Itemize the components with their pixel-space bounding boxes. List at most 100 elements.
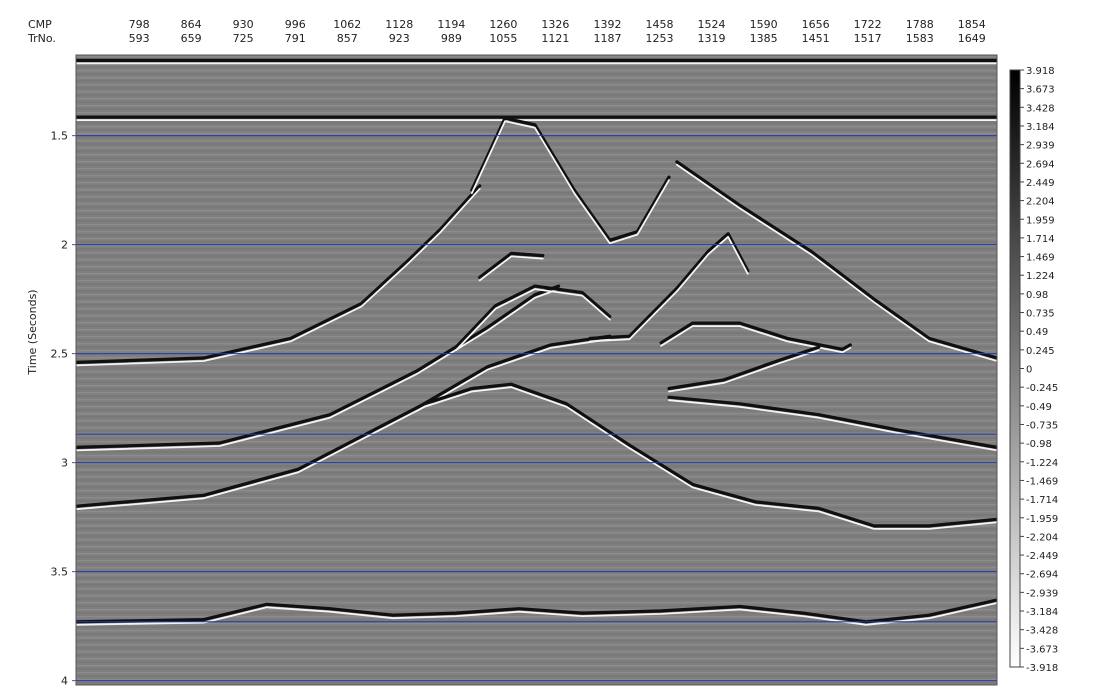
colorbar-label: -2.694	[1026, 570, 1058, 581]
header-cmp-values: 798 864 930 996 1062 1128 1194 1260 1326 1392 1458…	[129, 18, 986, 31]
colorbar-label: 0.245	[1026, 346, 1055, 357]
colorbar-label: -2.204	[1026, 532, 1058, 543]
colorbar-label: 3.918	[1026, 66, 1055, 77]
header-label-cmp: CMP	[28, 18, 52, 31]
header-cmp-value: 1524	[698, 18, 726, 31]
header-trno-value: 1187	[593, 32, 621, 45]
reflector-fault-flank-left-4	[478, 251, 545, 279]
plot-frame	[75, 54, 998, 686]
colorbar-label: -0.245	[1026, 383, 1058, 394]
colorbar-label: 2.694	[1026, 159, 1055, 170]
plot-background	[76, 55, 997, 685]
header-trno-value: 857	[337, 32, 358, 45]
reflector-wedge-lower	[667, 395, 997, 449]
header-trno-value: 1253	[646, 32, 674, 45]
colorbar-label: 2.204	[1026, 197, 1055, 208]
colorbar-label: -1.224	[1026, 458, 1058, 469]
y-tick-label: 2	[61, 239, 68, 252]
header-trno-value: 1517	[854, 32, 882, 45]
header-trno-value: 1121	[541, 32, 569, 45]
header-trno-value: 1583	[906, 32, 934, 45]
colorbar-label: 1.469	[1026, 253, 1055, 264]
colorbar: 3.918 3.673 3.428 3.184 2.939 2.694 2.449 2.204…	[1009, 66, 1058, 674]
colorbar-label: -3.184	[1026, 607, 1058, 618]
header-trno-value: 1319	[698, 32, 726, 45]
reflector-fault-block-right	[659, 321, 852, 351]
colorbar-label: -1.714	[1026, 495, 1058, 506]
y-axis: 1.5 2 2.5 3 3.5 4	[51, 130, 76, 688]
reflector-fault-block-center-lobe	[589, 235, 749, 343]
colorbar-label: 1.224	[1026, 271, 1055, 282]
y-tick-label: 4	[61, 675, 68, 688]
reflector-anticline-right-lobe	[676, 163, 997, 362]
seismic-plot	[75, 54, 998, 686]
header-trno-value: 1055	[489, 32, 517, 45]
reflector-wedge-lower-lobe	[668, 399, 997, 452]
header-cmp-value: 1788	[906, 18, 934, 31]
header-trno-value: 989	[441, 32, 462, 45]
reflector-anticline-left	[76, 184, 482, 364]
reflector-fault-block-right-lobe	[660, 325, 852, 354]
colorbar-label: 2.939	[1026, 141, 1055, 152]
colorbar-label: 1.959	[1026, 215, 1055, 226]
reflector-main-horizon	[76, 382, 997, 528]
y-axis-label: Time (Seconds)	[26, 289, 39, 375]
reflector-fault-flank-left-1	[76, 284, 561, 449]
reflector-deep-horizon	[76, 598, 997, 624]
reflector-fault-block-center	[588, 232, 750, 340]
header-trno-value: 923	[389, 32, 410, 45]
colorbar-label: -0.735	[1026, 420, 1058, 431]
colorbar-label: -3.428	[1026, 626, 1058, 637]
colorbar-label: 2.449	[1026, 178, 1055, 189]
header-trno-value: 659	[181, 32, 202, 45]
colorbar-label: -2.939	[1026, 588, 1058, 599]
colorbar-label: 0.735	[1026, 309, 1055, 320]
reflector-fault-flank-left-2	[454, 284, 612, 349]
colorbar-label: -1.469	[1026, 476, 1058, 487]
header-cmp-value: 930	[233, 18, 254, 31]
header-trno-value: 725	[233, 32, 254, 45]
header-cmp-value: 864	[181, 18, 202, 31]
header-cmp-value: 996	[285, 18, 306, 31]
reflector-anticline-left-lobe	[76, 187, 481, 367]
header-cmp-value: 1854	[958, 18, 986, 31]
header-cmp-value: 1392	[593, 18, 621, 31]
reflector-fault-flank-left-4-lobe	[478, 255, 544, 282]
reflector-layer	[76, 58, 997, 626]
header-cmp-value: 798	[129, 18, 150, 31]
colorbar-label: 0.98	[1026, 290, 1048, 301]
colorbar-label: -3.918	[1026, 663, 1058, 674]
header-label-trno: TrNo.	[27, 32, 56, 45]
header-cmp-value: 1458	[646, 18, 674, 31]
colorbar-label: -0.98	[1026, 439, 1052, 450]
header-cmp-value: 1062	[333, 18, 361, 31]
gridline-layer	[76, 135, 997, 682]
y-tick-label: 1.5	[51, 130, 69, 143]
colorbar-label: 1.714	[1026, 234, 1055, 245]
reflector-fault-flank-left-3-lobe	[415, 338, 611, 413]
reflector-main-horizon-lobe	[76, 386, 997, 530]
colorbar-label: 3.428	[1026, 103, 1055, 114]
reflector-fault-flank-left-2-lobe	[455, 288, 611, 352]
reflector-anticline-crest-lobe	[470, 120, 670, 245]
header-cmp-value: 1326	[541, 18, 569, 31]
header-cmp-value: 1260	[489, 18, 517, 31]
colorbar-label: -1.959	[1026, 514, 1058, 525]
colorbar-label: -2.449	[1026, 551, 1058, 562]
header-cmp-value: 1194	[437, 18, 465, 31]
header-trno-value: 1385	[750, 32, 778, 45]
header-trno-value: 1451	[802, 32, 830, 45]
colorbar-label: -0.49	[1026, 402, 1052, 413]
reflector-deep-horizon-lobe	[76, 602, 997, 626]
reflector-fault-flank-left-3	[415, 334, 612, 410]
header-cmp-value: 1590	[750, 18, 778, 31]
header-trno-value: 791	[285, 32, 306, 45]
colorbar-label: 3.673	[1026, 85, 1055, 96]
header-trno-value: 1649	[958, 32, 986, 45]
colorbar-label: 0.49	[1026, 327, 1048, 338]
y-tick-label: 3.5	[51, 566, 69, 579]
reflector-wedge-upper-lobe	[668, 349, 820, 393]
colorbar-label: 0	[1026, 365, 1032, 376]
header-trno-values: 593 659 725 791 857 923 989 1055 1121 1187 1253 131…	[129, 32, 986, 45]
